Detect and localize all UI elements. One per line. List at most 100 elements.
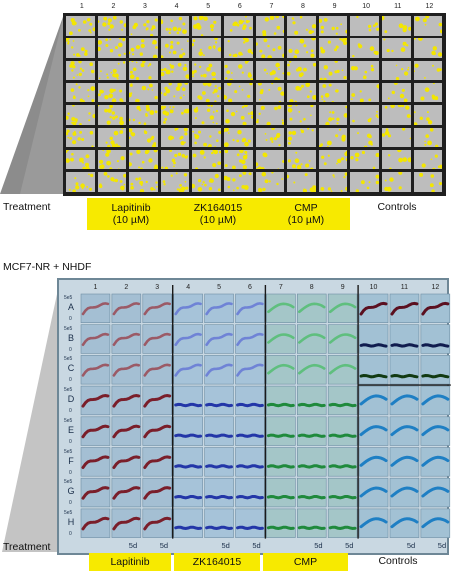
plate-well [350, 149, 381, 170]
plate-well [224, 103, 255, 126]
growth-curve [266, 402, 295, 408]
cell-spots [70, 83, 96, 104]
growth-curve [267, 333, 295, 344]
plate-well [65, 127, 95, 148]
growth-curve [267, 363, 295, 375]
plate-well-plot [173, 508, 203, 538]
top-column-number: 8 [301, 3, 305, 10]
growth-curve [81, 332, 110, 346]
cell-spots [287, 102, 314, 123]
plate-well [287, 102, 316, 125]
growth-curve [359, 425, 388, 437]
x-axis-end-label: 5d [159, 541, 169, 550]
cell-spots [288, 151, 314, 171]
cell-spots [160, 40, 189, 59]
plate-well [192, 127, 222, 149]
growth-curve [236, 464, 264, 469]
plate-well-plot [204, 477, 234, 508]
plate-well [127, 82, 158, 103]
cell-spots [423, 127, 438, 148]
cell-spots [224, 148, 248, 170]
plate-well [287, 15, 317, 36]
cell-spots [319, 37, 348, 54]
bottom-column-number: 2 [124, 284, 129, 291]
cell-spots [421, 154, 443, 171]
growth-curve [143, 332, 171, 346]
plate-well [287, 149, 316, 171]
plate-well [191, 36, 223, 58]
y-axis-min-label: 0 [69, 346, 72, 353]
plate-well [255, 126, 285, 148]
cell-spots [127, 147, 159, 170]
top-column-number: 2 [111, 3, 116, 10]
top-column-number: 4 [174, 3, 179, 10]
plate-well [97, 82, 127, 103]
y-axis-min-label: 0 [69, 530, 72, 537]
treatment-group-name: Lapitinib [110, 556, 150, 568]
growth-curve [174, 494, 203, 500]
growth-curve [266, 525, 295, 531]
cell-spots [381, 126, 412, 139]
bottom-column-number: 1 [93, 284, 98, 291]
wedge-shape [0, 14, 64, 194]
growth-curve [390, 486, 419, 498]
plate-well-plot [420, 416, 451, 446]
growth-curve [143, 486, 172, 500]
growth-curve [390, 425, 419, 437]
plate-well [350, 105, 380, 125]
plate-well [192, 103, 221, 125]
plate-well [159, 16, 190, 36]
cell-spots [412, 36, 442, 57]
cell-spots [227, 36, 254, 58]
plate-well [350, 60, 379, 81]
plate-well-plot [327, 447, 358, 477]
plate-well [96, 15, 128, 36]
growth-curve [112, 516, 141, 531]
plate-well [287, 82, 318, 104]
growth-curve [174, 332, 202, 346]
bottom-column-number: 5 [217, 284, 221, 291]
cell-spots [65, 36, 88, 58]
plate-well-plot [327, 508, 358, 538]
cell-spots [96, 15, 128, 31]
cell-spots [197, 81, 222, 103]
growth-curve [421, 425, 450, 437]
cell-spots [383, 38, 409, 53]
plate-well-plot [173, 447, 203, 477]
x-axis-end-label: 5d [406, 541, 416, 550]
cell-spots [418, 172, 442, 193]
bottom-shadow-wedge [0, 0, 70, 565]
growth-curve [143, 363, 171, 377]
growth-curve [205, 332, 233, 346]
plate-well [192, 14, 221, 37]
cell-spots [288, 127, 314, 145]
top-plate-image [63, 13, 446, 196]
plate-well [255, 171, 285, 193]
cell-spots [317, 18, 350, 35]
bottom-column-number: 4 [186, 284, 191, 291]
growth-curve [205, 494, 233, 500]
plate-well [413, 149, 443, 171]
treatment-group-name: ZK164015 [193, 202, 243, 214]
plate-well [192, 148, 222, 171]
plate-well [254, 38, 286, 60]
top-column-number: 10 [362, 3, 371, 10]
cell-spots [286, 60, 317, 77]
top-column-number: 6 [237, 3, 242, 10]
y-axis-max-label: 5e5 [64, 387, 73, 394]
top-column-number: 11 [394, 3, 402, 10]
growth-curve [236, 525, 264, 531]
top-column-number: 7 [269, 3, 274, 10]
y-axis-min-label: 0 [69, 408, 72, 415]
growth-curve [205, 464, 233, 469]
plate-well [128, 59, 158, 81]
growth-curve [298, 333, 326, 344]
growth-curve [421, 343, 450, 348]
growth-curve [174, 525, 203, 531]
plate-well [317, 127, 348, 149]
top-column-number: 5 [206, 3, 211, 10]
plate-well [160, 105, 190, 125]
cell-spots [352, 43, 380, 58]
plate-well [128, 127, 158, 148]
bottom-column-number: 12 [431, 284, 440, 291]
